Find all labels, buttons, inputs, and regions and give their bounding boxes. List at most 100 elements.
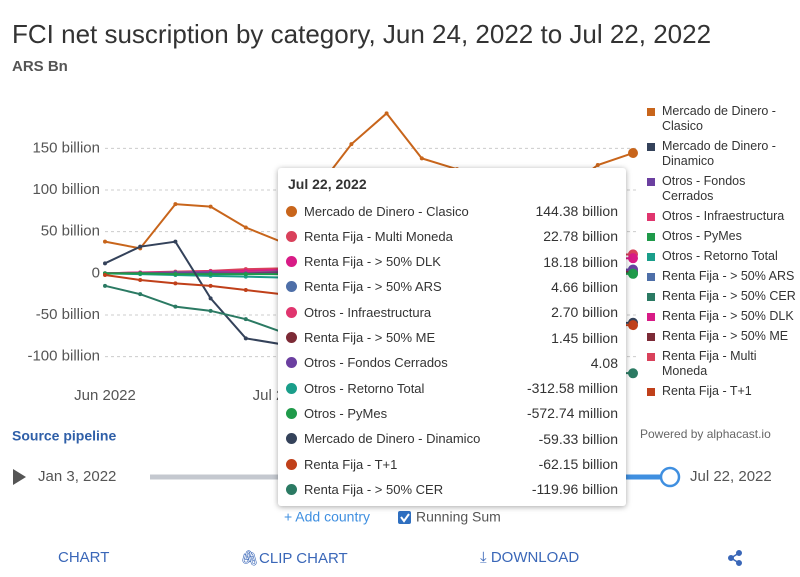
- tooltip-dot: [286, 256, 297, 268]
- tooltip-name: Mercado de Dinero - Clasico: [304, 203, 469, 219]
- tooltip-row: Renta Fija - T+1 -62.15 billion: [286, 453, 618, 475]
- legend-swatch: [647, 143, 655, 151]
- checkbox[interactable]: [398, 511, 411, 524]
- source-link[interactable]: Source pipeline: [12, 428, 116, 444]
- legend-label: Mercado de Dinero - Dinamico: [662, 139, 776, 168]
- legend-label: Mercado de Dinero - Clasico: [662, 104, 776, 133]
- button-label: DOWNLOAD: [490, 549, 580, 566]
- legend-item[interactable]: Otros - Infraestructura: [645, 209, 800, 224]
- point: [173, 239, 178, 244]
- tooltip-row: Renta Fija - > 50% CER -119.96 billion: [286, 478, 618, 500]
- tooltip-dot: [286, 483, 297, 495]
- legend-item[interactable]: Renta Fija - > 50% ME: [645, 329, 800, 344]
- tooltip-row: Renta Fija - > 50% ME 1.45 billion: [286, 327, 618, 349]
- point: [103, 273, 107, 277]
- tooltip-name: Mercado de Dinero - Dinamico: [304, 431, 481, 447]
- powered-by: Powered by alphacast.io: [640, 427, 771, 441]
- legend-item[interactable]: Renta Fija - > 50% CER: [645, 289, 800, 304]
- legend-swatch: [647, 293, 655, 301]
- tooltip: Jul 22, 2022 Mercado de Dinero - Clasico…: [278, 168, 626, 506]
- point: [208, 283, 213, 288]
- tooltip-name: Renta Fija - T+1: [304, 456, 398, 472]
- legend-swatch: [647, 388, 655, 396]
- tooltip-value: -312.58 million: [526, 380, 618, 397]
- tooltip-dot: [286, 332, 297, 343]
- tooltip-name: Renta Fija - > 50% ME: [304, 330, 436, 345]
- tooltip-dot: [286, 357, 297, 369]
- tooltip-value: 144.38 billion: [535, 203, 618, 219]
- y-tick-label: 100 billion: [32, 181, 100, 198]
- legend-swatch: [647, 253, 655, 261]
- tooltip-name: Renta Fija - > 50% CER: [304, 481, 444, 497]
- x-tick-label: Jun 2022: [74, 387, 136, 404]
- tooltip-value: -572.74 million: [526, 405, 618, 422]
- legend-item[interactable]: Renta Fija - > 50% DLK: [645, 309, 800, 324]
- point: [243, 272, 248, 277]
- tooltip-name: Renta Fija - Multi Moneda: [304, 228, 453, 244]
- button-label: CLIP CHART: [259, 550, 348, 567]
- point: [103, 283, 107, 288]
- legend-item[interactable]: Renta Fija - T+1: [645, 384, 800, 399]
- download-button[interactable]: ⤓ DOWNLOAD: [480, 549, 580, 566]
- legend-swatch: [647, 108, 655, 116]
- tooltip-value: 4.08: [590, 354, 618, 371]
- chart-button[interactable]: CHART: [58, 549, 110, 566]
- legend-label: Otros - Infraestructura: [662, 209, 785, 223]
- point: [243, 288, 248, 292]
- play-button[interactable]: [13, 469, 26, 485]
- point: [138, 244, 143, 249]
- tooltip-row: Renta Fija - > 50% DLK 18.18 billion: [286, 251, 618, 273]
- tooltip-row: Renta Fija - Multi Moneda 22.78 billion: [286, 225, 618, 247]
- tooltip-dot: [286, 205, 297, 217]
- tooltip-name: Renta Fija - > 50% ARS: [304, 279, 442, 295]
- tooltip-name: Otros - Fondos Cerrados: [304, 355, 448, 371]
- legend-label: Renta Fija - > 50% ME: [662, 329, 789, 343]
- tooltip-row: Mercado de Dinero - Dinamico -59.33 billi…: [286, 428, 618, 450]
- tooltip-row: Otros - PyMes -572.74 million: [286, 402, 618, 424]
- legend-swatch: [647, 178, 655, 186]
- tooltip-row: Renta Fija - > 50% ARS 4.66 billion: [286, 276, 618, 298]
- clip-chart-button[interactable]: 🖇︎CLIP CHART: [240, 550, 348, 567]
- point: [173, 272, 178, 277]
- legend-label: Otros - PyMes: [662, 229, 742, 243]
- legend-item[interactable]: Mercado de Dinero - Dinamico: [645, 139, 800, 169]
- point: [419, 156, 424, 161]
- point: [138, 292, 143, 297]
- checkmark: [400, 513, 410, 523]
- share-icon[interactable]: [728, 550, 742, 566]
- legend: Mercado de Dinero - Clasico Mercado de Di…: [645, 104, 800, 441]
- legend-item[interactable]: Otros - Retorno Total: [645, 249, 800, 264]
- legend-item[interactable]: Mercado de Dinero - Clasico: [645, 104, 800, 134]
- range-end: Jul 22, 2022: [690, 468, 772, 485]
- legend-label: Otros - Fondos Cerrados: [662, 174, 746, 203]
- legend-item[interactable]: Renta Fija - Multi Moneda: [645, 349, 800, 379]
- tooltip-dot: [286, 458, 297, 470]
- tooltip-value: 4.66 billion: [551, 278, 618, 295]
- point: [628, 268, 638, 279]
- tooltip-row: Otros - Retorno Total -312.58 million: [286, 377, 618, 399]
- legend-label: Renta Fija - > 50% DLK: [662, 309, 794, 323]
- tooltip-dot: [286, 433, 297, 445]
- tooltip-name: Otros - Retorno Total: [304, 380, 425, 396]
- legend-label: Renta Fija - > 50% ARS: [662, 269, 795, 283]
- legend-item[interactable]: Otros - Fondos Cerrados: [645, 174, 800, 204]
- point: [595, 163, 600, 167]
- tooltip-value: -119.96 billion: [531, 481, 618, 498]
- legend-item[interactable]: Renta Fija - > 50% ARS: [645, 269, 800, 284]
- legend-swatch: [647, 353, 655, 361]
- legend-item[interactable]: Otros - PyMes: [645, 229, 800, 244]
- tooltip-name: Otros - PyMes: [304, 405, 388, 421]
- point: [138, 271, 143, 276]
- tooltip-dot: [286, 281, 297, 293]
- point: [208, 272, 213, 277]
- point: [628, 253, 638, 264]
- legend-swatch: [647, 213, 655, 221]
- range-handle[interactable]: [659, 466, 681, 488]
- tooltip-name: Renta Fija - > 50% DLK: [304, 254, 441, 270]
- tooltip-value: 1.45 billion: [551, 329, 618, 346]
- point: [243, 336, 248, 341]
- tooltip-dot: [286, 382, 297, 394]
- add-country[interactable]: + Add country: [284, 509, 370, 525]
- legend-label: Renta Fija - T+1: [662, 384, 752, 398]
- y-tick-label: -100 billion: [27, 348, 100, 365]
